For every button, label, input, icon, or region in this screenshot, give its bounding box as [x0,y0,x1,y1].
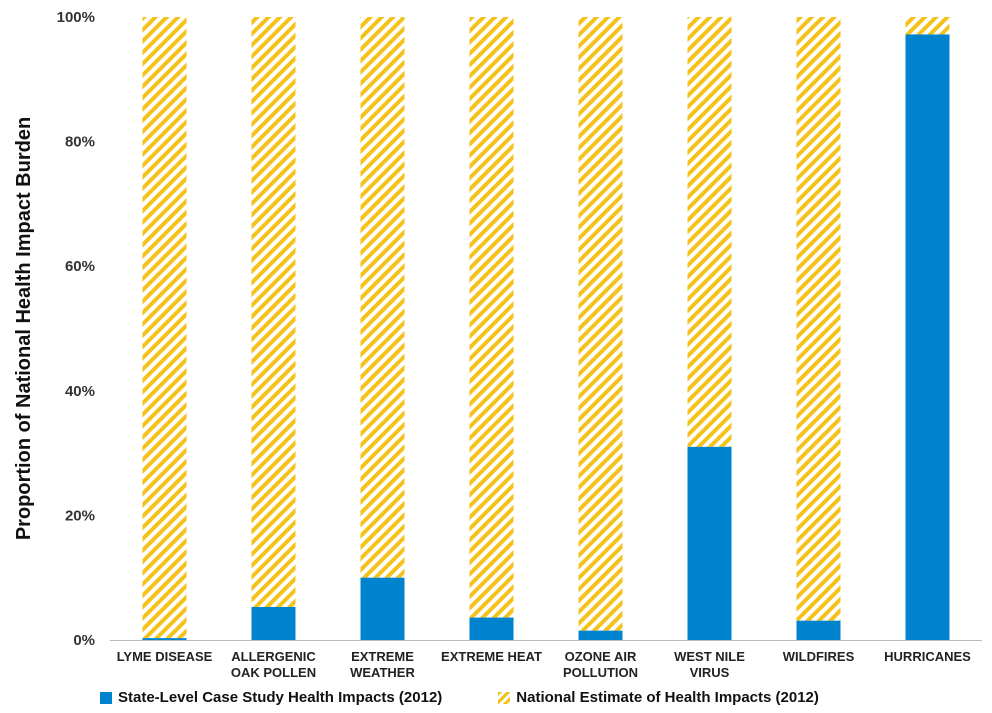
bar-state-level [687,446,732,640]
bar-national-estimate [360,17,405,578]
bar-national-estimate [142,17,187,639]
bar-state-level [578,630,623,640]
y-tick-label: 20% [65,507,95,524]
x-tick-label: OZONE AIR POLLUTION [563,649,638,680]
bar-national-estimate [796,17,841,621]
bar-state-level [142,638,187,640]
legend-swatch-solid [100,691,112,704]
y-tick-label: 60% [65,258,95,275]
x-tick-label: EXTREME WEATHER [350,649,415,680]
bar-state-level [796,620,841,640]
y-axis-title: Proportion of National Health Impact Bur… [13,117,35,540]
y-tick-label: 80% [65,134,95,151]
legend-swatch-striped [498,691,511,704]
x-tick-label: EXTREME HEAT [441,649,542,664]
legend-item-state: State-Level Case Study Health Impacts (2… [100,689,442,706]
y-tick-label: 100% [57,9,95,26]
bar-national-estimate [687,17,732,447]
bar-national-estimate [251,17,296,607]
bars [142,17,950,641]
y-axis-ticks: 0% 20% 40% 60% 80% 100% [57,9,95,649]
legend-label-state: State-Level Case Study Health Impacts (2… [118,689,443,706]
y-axis-label: Proportion of National Health Impact Bur… [13,117,35,540]
x-tick-label: ALLERGENIC OAK POLLEN [231,649,316,680]
x-tick-label: LYME DISEASE [117,649,213,664]
x-tick-label: WILDFIRES [783,649,855,664]
x-axis-labels: LYME DISEASE ALLERGENIC OAK POLLEN EXTREME W… [117,649,971,680]
bar-national-estimate [578,17,623,631]
legend: State-Level Case Study Health Impacts (2… [100,689,875,706]
bar-national-estimate [905,17,950,35]
y-tick-label: 0% [73,632,95,649]
bar-state-level [360,577,405,640]
bar-national-estimate [469,17,514,618]
bar-state-level [469,617,514,640]
x-tick-label: HURRICANES [884,649,971,664]
legend-label-national: National Estimate of Health Impacts (201… [516,689,819,706]
bar-state-level [905,34,950,641]
legend-item-national: National Estimate of Health Impacts (201… [498,689,819,706]
x-tick-label: WEST NILE VIRUS [674,649,745,680]
bar-state-level [251,606,296,640]
y-tick-label: 40% [65,383,95,400]
